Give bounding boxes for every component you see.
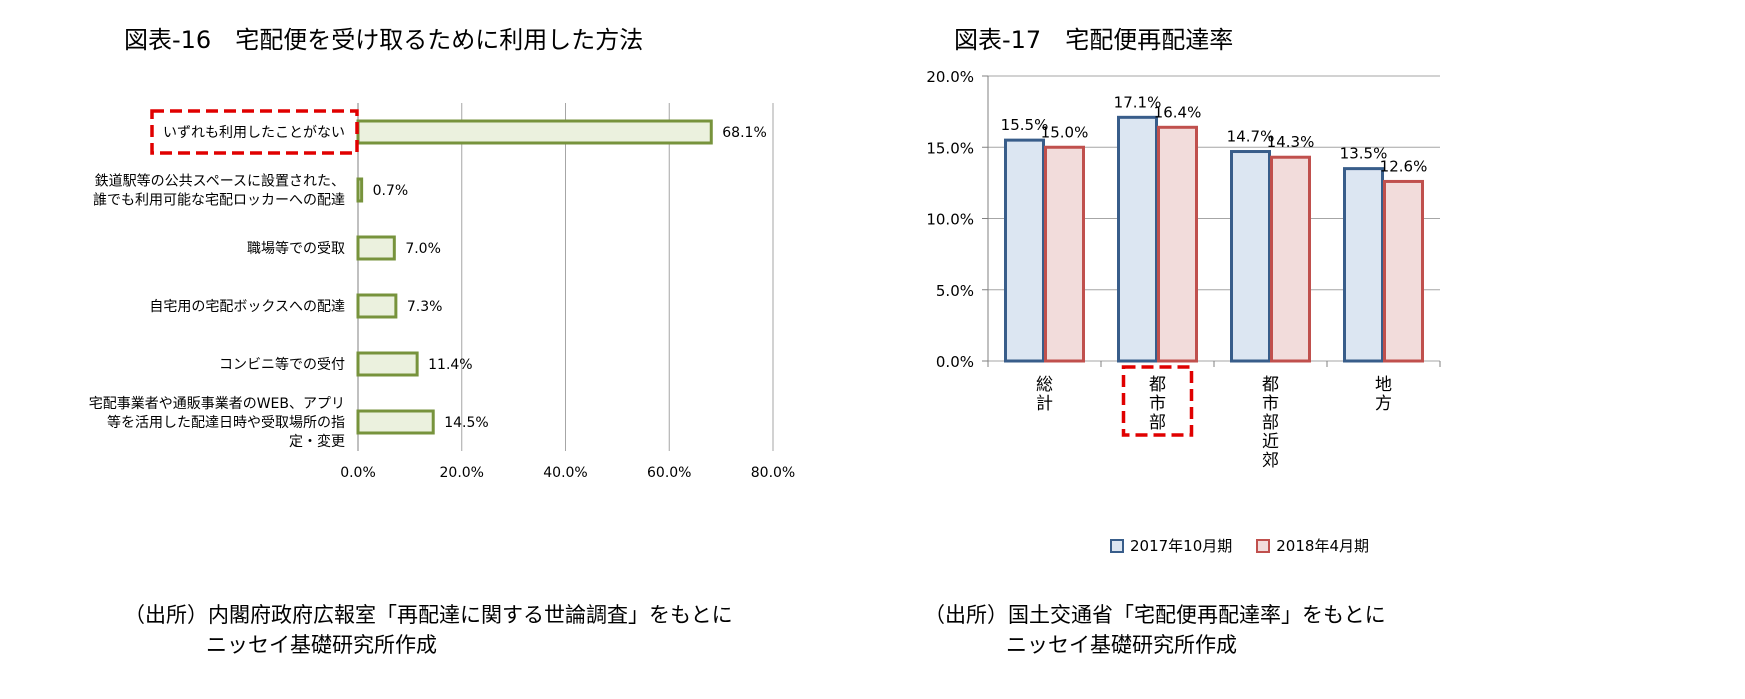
source-line-1: （出所）内閣府政府広報室「再配達に関する世論調査」をもとに xyxy=(124,603,733,627)
bar xyxy=(1383,179,1424,363)
vertical-bar-chart: 0.0%5.0%10.0%15.0%20.0%15.5%15.0%総計17.1%… xyxy=(926,68,1441,471)
highlight-box xyxy=(1121,365,1194,437)
bar xyxy=(1343,167,1384,363)
category-label: 鉄道駅等の公共スペースに設置された、 xyxy=(95,173,345,190)
x-tick-label: 60.0% xyxy=(647,465,691,481)
chart-legend: 2017年10月期 2018年4月期 xyxy=(1110,535,1369,556)
bar xyxy=(1157,125,1198,363)
category-label: 等を活用した配達日時や受取場所の指 xyxy=(107,414,345,431)
category-label: 定・変更 xyxy=(289,433,345,450)
x-tick-label: 0.0% xyxy=(340,465,376,481)
bar xyxy=(1004,138,1045,363)
source-line-2: ニッセイ基礎研究所作成 xyxy=(1006,633,1237,657)
bar xyxy=(356,235,396,261)
legend-item-series-2: 2018年4月期 xyxy=(1256,535,1369,556)
legend-label-series-2: 2018年4月期 xyxy=(1276,537,1369,555)
category-label: 職場等での受取 xyxy=(247,240,345,257)
category-label: 自宅用の宅配ボックスへの配達 xyxy=(149,299,345,315)
data-label: 7.0% xyxy=(405,241,441,257)
figure-17-panel: 図表-17 宅配便再配達率 0.0% 5.0% 10.0% 15.0% 20.0% 15.… xyxy=(900,0,1745,699)
bar xyxy=(356,293,398,319)
data-label: 68.1% xyxy=(722,125,766,141)
category-label: いずれも利用したことがない xyxy=(163,125,345,141)
category-label: 部 xyxy=(1262,413,1279,433)
category-label: 都 xyxy=(1149,375,1166,395)
category-label: コンビニ等での受付 xyxy=(219,356,345,373)
data-label: 14.7% xyxy=(1227,128,1275,146)
y-tick-label: 0.0% xyxy=(936,353,974,371)
category-label: 計 xyxy=(1036,394,1053,414)
data-label: 0.7% xyxy=(373,183,409,199)
data-label: 15.0% xyxy=(1041,123,1089,141)
category-label: 方 xyxy=(1375,394,1392,414)
data-label: 16.4% xyxy=(1154,103,1202,121)
category-label: 誰でも利用可能な宅配ロッカーへの配達 xyxy=(93,193,345,209)
figure-17-title: 図表-17 宅配便再配達率 xyxy=(954,26,1234,54)
data-label: 17.1% xyxy=(1114,93,1162,111)
legend-swatch-series-1 xyxy=(1110,538,1124,553)
data-label: 15.5% xyxy=(1001,116,1049,134)
data-label: 14.3% xyxy=(1267,133,1315,151)
source-line-2: ニッセイ基礎研究所作成 xyxy=(206,633,437,657)
category-label: 宅配事業者や通販事業者のWEB、アプリ xyxy=(89,396,345,412)
legend-label-series-1: 2017年10月期 xyxy=(1130,537,1233,555)
legend-swatch-series-2 xyxy=(1256,538,1271,553)
x-tick-label: 40.0% xyxy=(543,465,587,481)
category-label: 地 xyxy=(1375,375,1392,395)
source-line-1: （出所）国土交通省「宅配便再配達率」をもとに xyxy=(924,603,1386,627)
y-tick-label: 20.0% xyxy=(926,68,974,86)
data-label: 7.3% xyxy=(407,299,443,315)
y-tick-label: 10.0% xyxy=(926,211,974,229)
y-tick-label: 15.0% xyxy=(926,139,974,157)
bar xyxy=(1117,115,1158,363)
bar xyxy=(356,351,419,377)
bar xyxy=(356,177,364,203)
figure-17-source: （出所）国土交通省「宅配便再配達率」をもとに ニッセイ基礎研究所作成 xyxy=(924,600,1386,660)
category-label: 部 xyxy=(1149,413,1166,433)
bar xyxy=(356,409,435,435)
category-label: 市 xyxy=(1262,394,1279,414)
data-label: 12.6% xyxy=(1380,157,1428,175)
data-label: 11.4% xyxy=(428,357,472,373)
x-tick-label: 80.0% xyxy=(751,465,795,481)
category-label: 市 xyxy=(1149,394,1166,414)
figure-16-panel: 図表-16 宅配便を受け取るために利用した方法 0.0% 20.0% 40.0% 60… xyxy=(89,26,796,660)
data-label: 14.5% xyxy=(444,415,488,431)
category-label: 近 xyxy=(1262,432,1279,452)
bar xyxy=(1270,155,1311,363)
bar xyxy=(1230,150,1271,363)
highlight-box xyxy=(150,109,359,155)
legend-item-series-1: 2017年10月期 xyxy=(1110,535,1232,556)
category-label: 郊 xyxy=(1262,451,1279,471)
figure-16-title: 図表-16 宅配便を受け取るために利用した方法 xyxy=(124,26,644,54)
horizontal-bar-chart: 0.0% 20.0% 40.0% 60.0% 80.0% 68.1% いずれも利用したことが… xyxy=(89,103,795,481)
x-tick-label: 20.0% xyxy=(440,465,484,481)
figure-16-source: （出所）内閣府政府広報室「再配達に関する世論調査」をもとに ニッセイ基礎研究所作… xyxy=(124,600,733,660)
y-tick-label: 5.0% xyxy=(936,282,974,300)
category-label: 都 xyxy=(1262,375,1279,395)
bar xyxy=(1044,145,1085,363)
category-label: 総 xyxy=(1036,375,1053,395)
data-label: 13.5% xyxy=(1340,145,1388,163)
bar xyxy=(356,119,713,145)
